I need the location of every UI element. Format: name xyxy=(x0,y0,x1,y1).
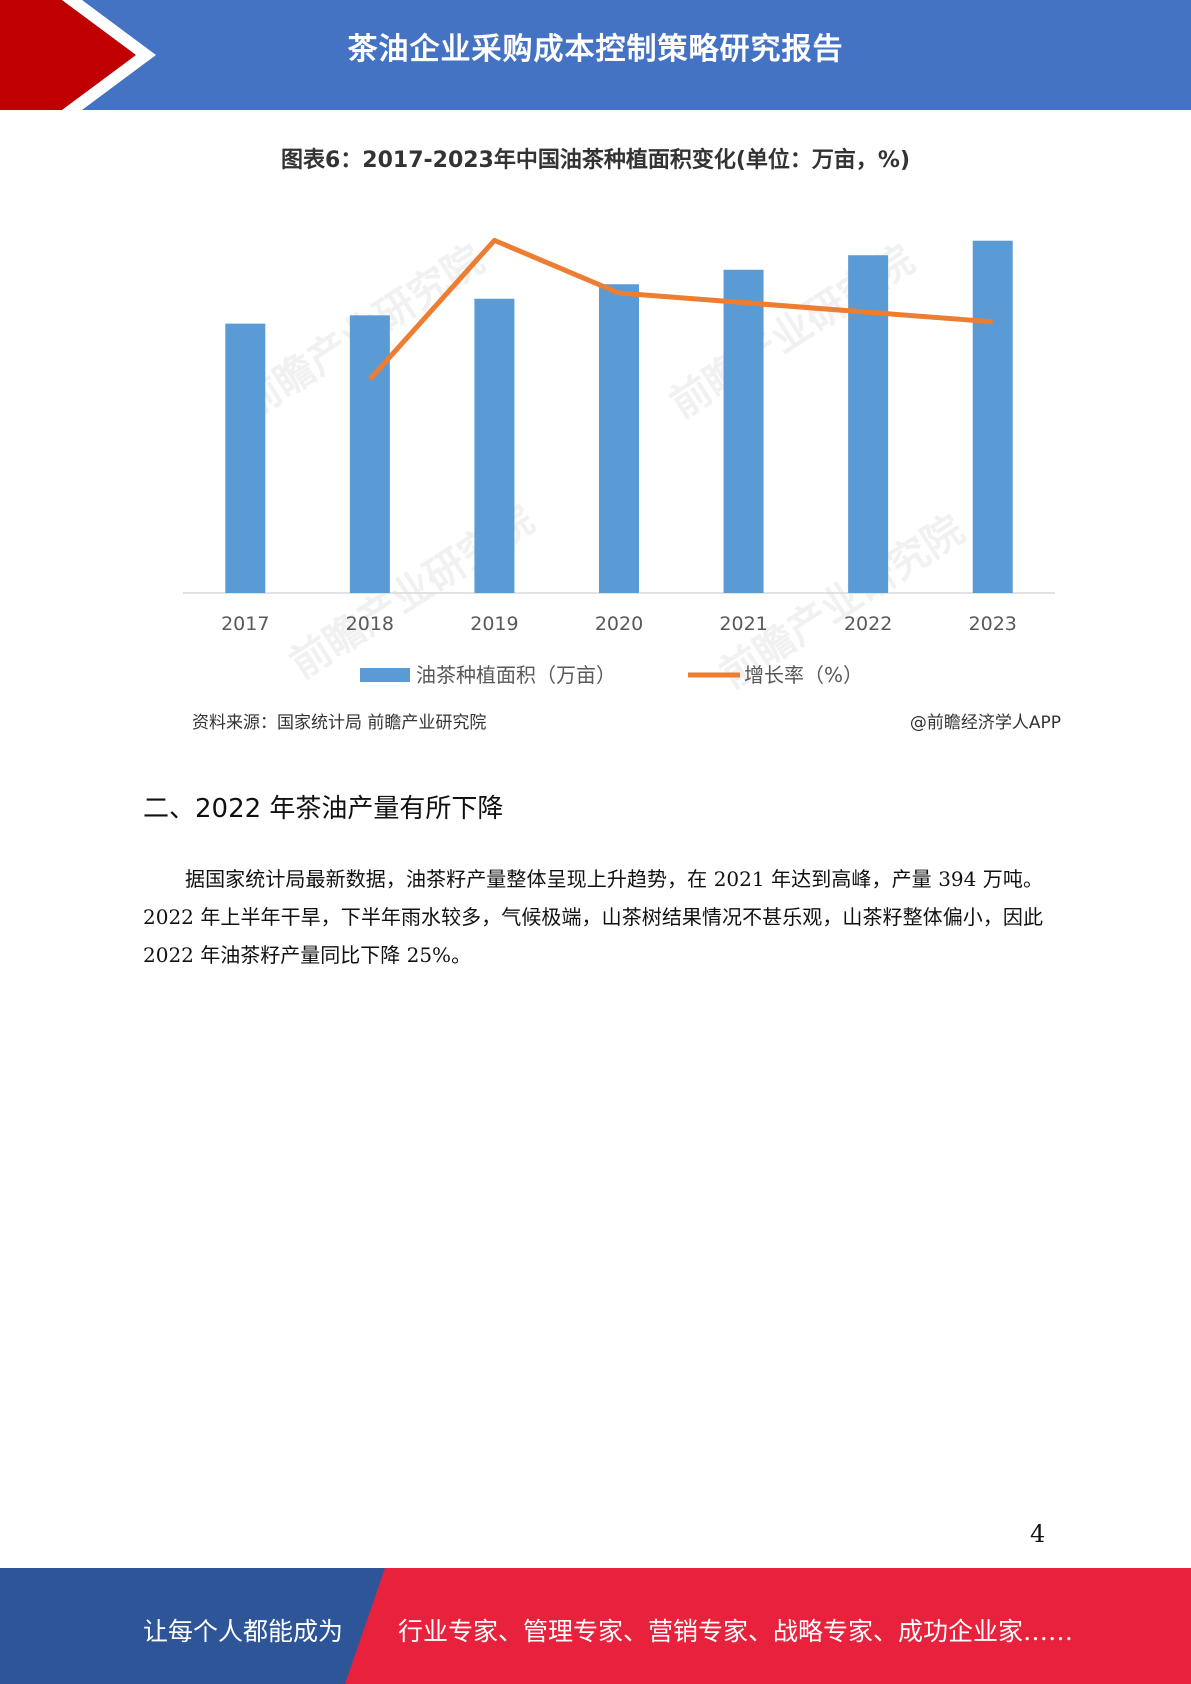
footer-slogan-right: 行业专家、管理专家、营销专家、战略专家、成功企业家…… xyxy=(398,1617,1074,1646)
report-title: 茶油企业采购成本控制策略研究报告 xyxy=(347,32,844,67)
x-tick-label: 2020 xyxy=(595,613,643,635)
footer-bar xyxy=(0,1568,1191,1684)
x-tick-label: 2019 xyxy=(470,613,518,635)
bar-2018 xyxy=(349,315,390,593)
page-number: 4 xyxy=(1030,1520,1046,1548)
bar-2019 xyxy=(474,298,515,593)
bar-2020 xyxy=(599,284,639,593)
section-heading: 二、2022 年茶油产量有所下降 xyxy=(143,794,504,824)
chart-area: 2017 2018 2019 2020 2021 2022 2023 油茶种植面积（万亩） 增长… xyxy=(183,237,1055,687)
x-tick-label: 2018 xyxy=(346,613,394,635)
chart-credit: @前瞻经济学人APP xyxy=(909,713,1061,733)
bar-2023 xyxy=(972,240,1013,593)
chart-title: 图表6：2017-2023年中国油茶种植面积变化(单位：万亩，%) xyxy=(280,148,911,173)
x-tick-label: 2023 xyxy=(969,613,1017,635)
legend-label-line: 增长率（%） xyxy=(744,663,863,687)
bar-2021 xyxy=(723,269,764,593)
legend-swatch-bar xyxy=(360,668,410,682)
bar-2017 xyxy=(225,323,266,593)
body-paragraph: 据国家统计局最新数据，油茶籽产量整体呈现上升趋势，在 2021 年达到高峰，产量… xyxy=(143,867,1043,967)
header-arrow-decoration xyxy=(0,0,156,110)
legend-label-bar: 油茶种植面积（万亩） xyxy=(416,663,616,687)
header-bar xyxy=(0,0,1191,110)
bar-2022 xyxy=(848,255,889,593)
footer-slogan-left: 让每个人都能成为 xyxy=(143,1617,344,1646)
chart-source: 资料来源：国家统计局 前瞻产业研究院 xyxy=(192,713,487,733)
x-tick-label: 2022 xyxy=(844,613,892,635)
x-tick-label: 2021 xyxy=(719,613,767,635)
x-tick-label: 2017 xyxy=(221,613,269,635)
growth-rate-line xyxy=(367,237,993,381)
